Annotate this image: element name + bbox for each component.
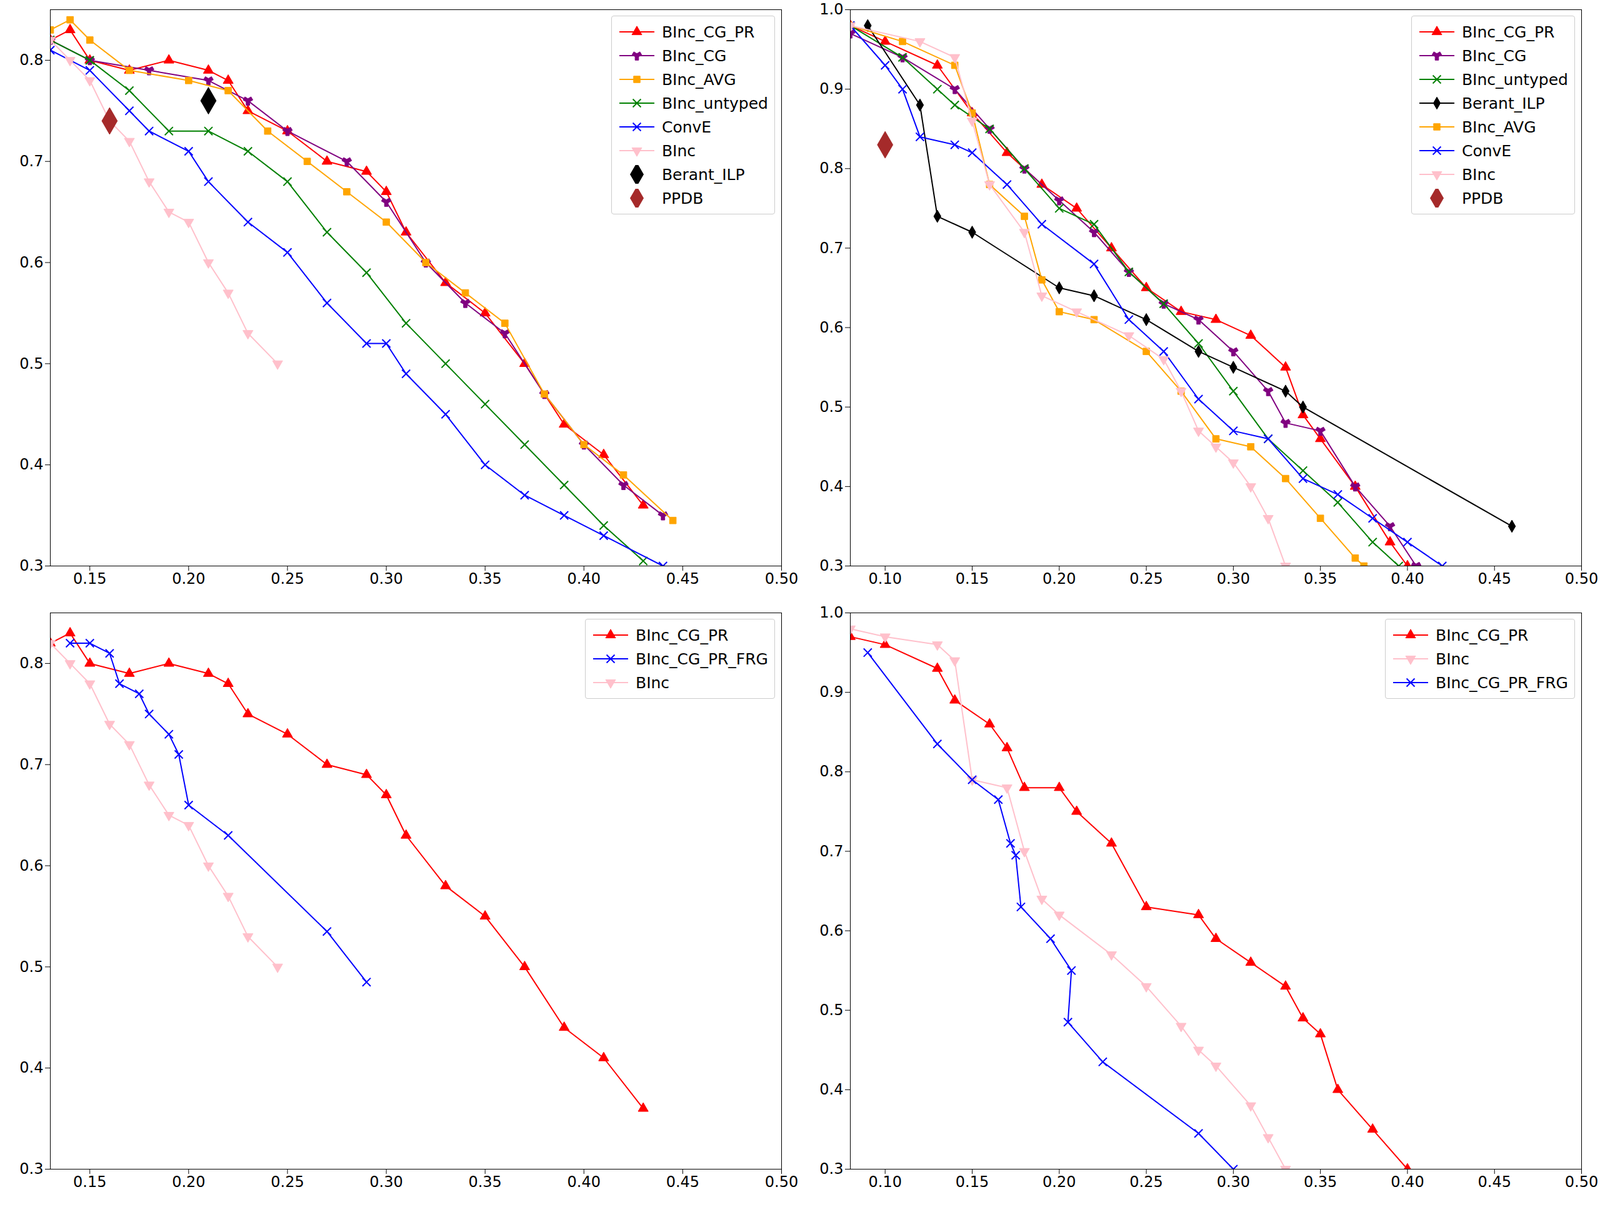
- svg-text:0.8: 0.8: [819, 159, 844, 177]
- html-text:PPDB: PPDB: [661, 189, 704, 208]
- html-text:BInc_CG_PR: BInc_CG_PR: [1461, 22, 1555, 41]
- svg-text:1.0: 1.0: [819, 603, 844, 622]
- html-text:BInc_CG_PR: BInc_CG_PR: [1435, 625, 1529, 645]
- html-text:BInc: BInc: [661, 141, 696, 160]
- svg-text:0.3: 0.3: [19, 1160, 44, 1178]
- svg-text:0.40: 0.40: [1390, 570, 1424, 588]
- svg-text:0.7: 0.7: [819, 239, 844, 257]
- html-text:BInc_CG_PR: BInc_CG_PR: [661, 22, 755, 41]
- svg-text:0.9: 0.9: [819, 683, 844, 701]
- svg-text:0.6: 0.6: [19, 856, 44, 875]
- svg-text:0.10: 0.10: [868, 1173, 902, 1191]
- svg-text:0.3: 0.3: [819, 1160, 844, 1178]
- svg-text:0.3: 0.3: [819, 556, 844, 575]
- svg-text:0.15: 0.15: [73, 570, 107, 588]
- html-text:ConvE: ConvE: [661, 117, 712, 136]
- svg-text:0.30: 0.30: [369, 570, 403, 588]
- svg-text:0.5: 0.5: [819, 398, 844, 416]
- svg-text:0.40: 0.40: [1390, 1173, 1424, 1191]
- svg-text:0.20: 0.20: [171, 570, 205, 588]
- svg-text:0.7: 0.7: [19, 755, 44, 774]
- svg-text:0.3: 0.3: [19, 556, 44, 575]
- svg-text:0.7: 0.7: [819, 842, 844, 860]
- svg-text:0.35: 0.35: [1303, 1173, 1337, 1191]
- html-text:BInc: BInc: [635, 673, 670, 692]
- svg-text:0.35: 0.35: [468, 570, 502, 588]
- svg-text:0.15: 0.15: [73, 1173, 107, 1191]
- svg-text:0.5: 0.5: [19, 355, 44, 373]
- html-text:BInc: BInc: [1435, 649, 1470, 668]
- svg-text:0.20: 0.20: [1042, 1173, 1076, 1191]
- svg-text:0.8: 0.8: [19, 51, 44, 69]
- svg-text:0.25: 0.25: [270, 1173, 304, 1191]
- svg-text:0.20: 0.20: [171, 1173, 205, 1191]
- svg-text:0.50: 0.50: [765, 1173, 799, 1191]
- svg-text:0.50: 0.50: [765, 570, 799, 588]
- svg-text:0.40: 0.40: [567, 1173, 601, 1191]
- svg-text:0.4: 0.4: [819, 1080, 844, 1099]
- svg-text:0.6: 0.6: [19, 253, 44, 272]
- svg-text:0.6: 0.6: [819, 318, 844, 337]
- svg-text:0.8: 0.8: [19, 654, 44, 672]
- svg-text:0.35: 0.35: [468, 1173, 502, 1191]
- svg-text:0.4: 0.4: [19, 455, 44, 474]
- svg-text:0.5: 0.5: [819, 1001, 844, 1019]
- svg-text:0.50: 0.50: [1565, 1173, 1599, 1191]
- svg-text:0.45: 0.45: [1477, 570, 1511, 588]
- html-text:PPDB: PPDB: [1461, 189, 1504, 208]
- html-text:BInc_CG_PR_FRG: BInc_CG_PR_FRG: [1435, 673, 1569, 692]
- svg-text:0.10: 0.10: [868, 570, 902, 588]
- html-text:Berant_ILP: Berant_ILP: [661, 165, 745, 184]
- svg-text:0.6: 0.6: [819, 921, 844, 940]
- html-text:BInc_untyped: BInc_untyped: [1461, 70, 1569, 89]
- svg-text:0.45: 0.45: [666, 1173, 700, 1191]
- svg-text:0.45: 0.45: [666, 570, 700, 588]
- svg-text:0.8: 0.8: [819, 762, 844, 780]
- html-text:BInc_CG_PR: BInc_CG_PR: [635, 625, 729, 645]
- svg-text:1.0: 1.0: [819, 0, 844, 19]
- html-text:ConvE: ConvE: [1461, 141, 1512, 160]
- svg-text:0.20: 0.20: [1042, 570, 1076, 588]
- svg-text:0.25: 0.25: [270, 570, 304, 588]
- svg-text:0.4: 0.4: [19, 1058, 44, 1077]
- html-text:BInc: BInc: [1461, 165, 1496, 184]
- svg-text:0.25: 0.25: [1129, 570, 1163, 588]
- svg-text:0.4: 0.4: [819, 477, 844, 495]
- svg-text:0.30: 0.30: [1216, 570, 1250, 588]
- svg-text:0.35: 0.35: [1303, 570, 1337, 588]
- svg-text:0.30: 0.30: [1216, 1173, 1250, 1191]
- svg-text:0.15: 0.15: [955, 570, 989, 588]
- svg-text:0.30: 0.30: [369, 1173, 403, 1191]
- html-text:BInc_CG: BInc_CG: [1461, 46, 1527, 65]
- html-text:BInc_CG_PR_FRG: BInc_CG_PR_FRG: [635, 649, 769, 668]
- html-text:BInc_untyped: BInc_untyped: [661, 94, 769, 113]
- svg-text:0.25: 0.25: [1129, 1173, 1163, 1191]
- html-text:BInc_CG: BInc_CG: [661, 46, 727, 65]
- svg-text:0.9: 0.9: [819, 80, 844, 98]
- svg-text:0.7: 0.7: [19, 152, 44, 170]
- svg-text:0.45: 0.45: [1477, 1173, 1511, 1191]
- svg-text:0.40: 0.40: [567, 570, 601, 588]
- html-text:Berant_ILP: Berant_ILP: [1461, 94, 1545, 113]
- svg-text:0.15: 0.15: [955, 1173, 989, 1191]
- svg-text:0.5: 0.5: [19, 958, 44, 976]
- html-text:BInc_AVG: BInc_AVG: [661, 70, 736, 89]
- svg-text:0.50: 0.50: [1565, 570, 1599, 588]
- html-text:BInc_AVG: BInc_AVG: [1461, 117, 1536, 136]
